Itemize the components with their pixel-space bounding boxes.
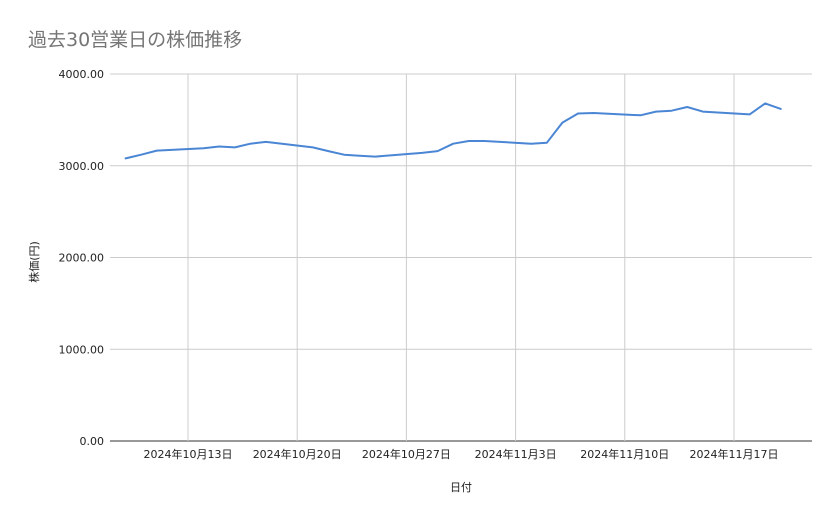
- data-point: [685, 105, 689, 109]
- x-tick-label: 2024年10月20日: [253, 447, 342, 461]
- data-point: [467, 139, 471, 143]
- data-point: [576, 112, 580, 116]
- data-point: [529, 142, 533, 146]
- data-point: [373, 155, 377, 159]
- data-point: [436, 149, 440, 153]
- data-point: [779, 107, 783, 111]
- data-point: [248, 142, 252, 146]
- series-layer: [124, 101, 783, 160]
- y-axis-ticks: 0.00 1000.00 2000.00 3000.00 4000.00: [59, 68, 105, 448]
- y-tick-label: 3000.00: [59, 160, 105, 173]
- data-point: [139, 153, 143, 157]
- x-tick-label: 2024年11月3日: [475, 447, 557, 461]
- data-point: [217, 145, 221, 149]
- data-point: [592, 111, 596, 115]
- x-tick-label: 2024年11月10日: [580, 447, 669, 461]
- data-point: [233, 145, 237, 149]
- data-point: [342, 153, 346, 157]
- x-tick-label: 2024年10月27日: [362, 447, 451, 461]
- data-point: [654, 110, 658, 114]
- data-point: [560, 121, 564, 125]
- data-point: [311, 145, 315, 149]
- y-tick-label: 1000.00: [59, 343, 105, 356]
- data-point: [202, 146, 206, 150]
- data-point: [155, 149, 159, 153]
- data-point: [124, 156, 128, 160]
- x-axis-ticks: 2024年10月13日 2024年10月20日 2024年10月27日 2024年11…: [144, 447, 779, 461]
- y-axis-title: 株価(円): [27, 241, 41, 283]
- data-point: [451, 142, 455, 146]
- x-tick-label: 2024年10月13日: [144, 447, 233, 461]
- y-tick-label: 0.00: [80, 435, 105, 448]
- data-point: [420, 151, 424, 155]
- data-point: [326, 149, 330, 153]
- chart-title: 過去30営業日の株価推移: [28, 29, 242, 51]
- y-tick-label: 2000.00: [59, 252, 105, 265]
- data-point: [545, 141, 549, 145]
- grid: [110, 73, 812, 442]
- data-point: [358, 154, 362, 158]
- x-axis-title: 日付: [450, 481, 472, 494]
- data-point: [670, 109, 674, 113]
- series-line: [124, 102, 782, 160]
- data-point: [701, 110, 705, 114]
- x-tick-label: 2024年11月17日: [690, 447, 779, 461]
- data-point: [763, 101, 767, 105]
- y-tick-label: 4000.00: [59, 68, 105, 81]
- data-point: [638, 113, 642, 117]
- data-point: [748, 112, 752, 116]
- data-point: [264, 140, 268, 144]
- data-point: [482, 139, 486, 143]
